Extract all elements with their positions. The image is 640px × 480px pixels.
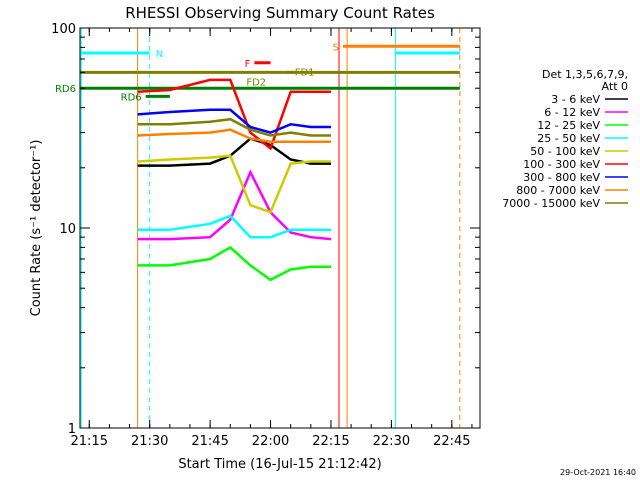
flag-label-rd6-7: RD6	[121, 92, 142, 103]
legend-header-line-1: Det 1,3,5,6,7,9,	[542, 68, 628, 81]
series-line-2	[137, 245, 331, 282]
flag-label-n-0: N	[156, 49, 163, 60]
series-line-7	[137, 128, 331, 143]
legend-entry-label-3: 25 - 50 keV	[537, 132, 600, 145]
y-tick-label-2: 100	[51, 22, 76, 37]
flag-label-s-2: S	[333, 42, 339, 53]
legend-entry-label-4: 50 - 100 keV	[530, 145, 600, 158]
x-tick-label-1: 21:30	[131, 434, 168, 449]
series-line-8	[137, 117, 331, 137]
legend-entry-label-1: 6 - 12 keV	[544, 106, 600, 119]
series-line-5	[137, 78, 331, 151]
y-axis-label: Count Rate (s⁻¹ detector⁻¹)	[29, 140, 44, 317]
legend-entry-label-0: 3 - 6 keV	[551, 93, 600, 106]
x-tick-label-0: 21:15	[71, 434, 108, 449]
x-tick-label-4: 22:15	[312, 434, 349, 449]
legend-entry-label-6: 300 - 800 keV	[523, 171, 600, 184]
series-line-1	[137, 169, 332, 241]
flag-label-fd2-inline: FD2	[246, 77, 266, 88]
series-line-6	[137, 108, 331, 134]
x-tick-label-5: 22:30	[373, 434, 410, 449]
flag-label-rd6-6: RD6	[55, 84, 76, 95]
legend-entry-label-5: 100 - 300 keV	[523, 158, 600, 171]
y-tick-label-0: 1	[68, 422, 76, 437]
generation-timestamp: 29-Oct-2021 16:40	[560, 468, 636, 477]
legend-header-line-2: Att 0	[602, 80, 628, 93]
x-axis-label: Start Time (16-Jul-15 21:12:42)	[178, 457, 381, 472]
chart-title: RHESSI Observing Summary Count Rates	[125, 4, 435, 22]
series-line-3	[137, 214, 331, 239]
legend-entry-label-7: 800 - 7000 keV	[516, 184, 600, 197]
flag-label-fd1-inline: FD1	[295, 67, 315, 78]
x-tick-label-3: 22:00	[252, 434, 289, 449]
x-tick-label-6: 22:45	[433, 434, 470, 449]
series-line-4	[137, 154, 331, 214]
legend-entry-label-2: 12 - 25 keV	[537, 119, 600, 132]
y-tick-label-1: 10	[59, 222, 76, 237]
x-tick-label-2: 21:45	[191, 434, 228, 449]
flag-label-f-3: F	[245, 59, 251, 70]
plot-layer: N S F RD6 RD6 FD2 FD1 21:15 21:30 21:45 22:00 22:15…	[51, 22, 628, 449]
legend-entry-label-8: 7000 - 15000 keV	[502, 197, 600, 210]
